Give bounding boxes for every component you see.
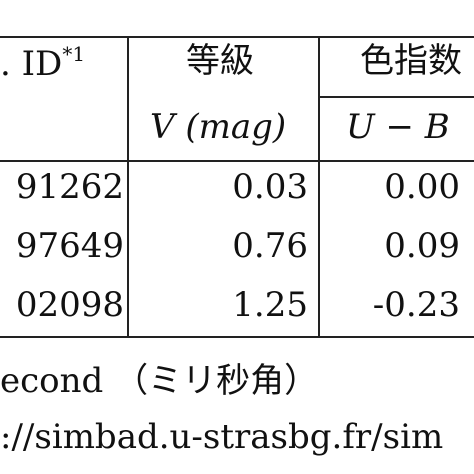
color-index-group-header: 色指数 <box>360 41 462 81</box>
row-2-ub: 0.09 <box>384 226 460 266</box>
column-divider-2 <box>318 36 320 336</box>
footnote-unit: econd （ミリ秒角） <box>0 361 319 401</box>
column-divider-1 <box>127 36 129 336</box>
color-group-rule <box>318 96 474 98</box>
footnote-url: ://simbad.u-strasbg.fr/sim <box>0 417 444 457</box>
color-index-sub-header: U − B <box>346 107 450 147</box>
table-top-rule <box>0 36 474 38</box>
table-bottom-rule <box>0 336 474 338</box>
id-header-label: . ID <box>0 44 63 84</box>
header-bottom-rule <box>0 160 474 162</box>
row-1-id: 91262 <box>15 167 124 207</box>
id-column-header: . ID*1 <box>0 44 85 81</box>
row-3-ub: -0.23 <box>372 285 460 325</box>
id-footnote-marker: *1 <box>62 42 86 66</box>
row-1-ub: 0.00 <box>384 167 460 207</box>
magnitude-sub-header: V (mag) <box>150 107 287 147</box>
row-2-v: 0.76 <box>232 226 308 266</box>
row-2-id: 97649 <box>15 226 124 266</box>
row-3-v: 1.25 <box>232 285 308 325</box>
row-3-id: 02098 <box>15 285 124 325</box>
magnitude-group-header: 等級 <box>186 41 254 81</box>
row-1-v: 0.03 <box>232 167 308 207</box>
